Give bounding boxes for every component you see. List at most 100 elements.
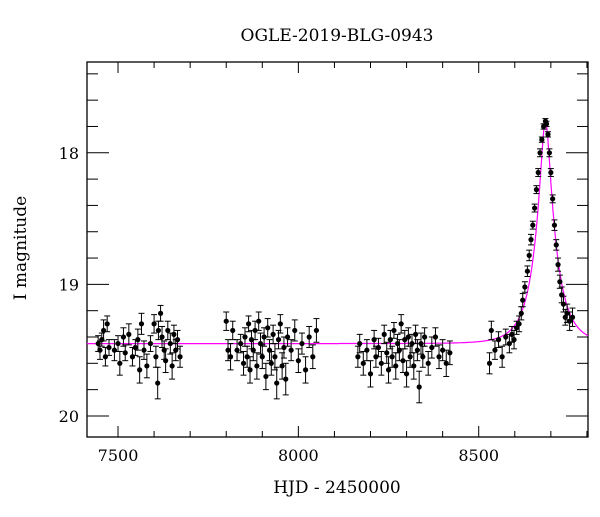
point-marker xyxy=(425,360,431,366)
data-point xyxy=(295,348,302,374)
y-tick-label: 19 xyxy=(59,275,79,294)
point-marker xyxy=(163,358,169,364)
point-marker xyxy=(414,347,420,353)
point-marker xyxy=(302,367,309,373)
data-point xyxy=(363,339,370,362)
data-point xyxy=(273,366,280,400)
data-point xyxy=(291,319,298,342)
data-point xyxy=(531,203,538,213)
y-tick-label: 18 xyxy=(59,144,79,163)
point-marker xyxy=(396,347,402,353)
point-marker xyxy=(569,314,576,320)
point-marker xyxy=(263,373,269,380)
data-point xyxy=(162,348,169,374)
point-marker xyxy=(545,131,551,137)
data-point xyxy=(255,311,262,331)
point-marker xyxy=(234,347,240,353)
point-marker xyxy=(375,344,382,351)
point-marker xyxy=(265,325,271,331)
point-marker xyxy=(250,347,256,353)
point-marker xyxy=(129,354,136,360)
point-marker xyxy=(520,297,526,303)
point-marker xyxy=(557,279,563,285)
data-point xyxy=(154,366,161,400)
data-point xyxy=(533,185,540,195)
point-marker xyxy=(288,347,294,353)
data-point xyxy=(279,352,286,380)
point-marker xyxy=(111,347,118,353)
plot-frame xyxy=(86,61,589,438)
data-point xyxy=(421,327,428,347)
data-point xyxy=(446,340,453,366)
data-point xyxy=(253,352,260,380)
point-marker xyxy=(411,363,417,369)
data-point xyxy=(378,350,385,376)
data-point xyxy=(403,360,410,388)
point-marker xyxy=(223,318,229,324)
data-point xyxy=(436,344,443,370)
data-point xyxy=(425,350,432,376)
point-marker xyxy=(240,360,247,366)
data-point xyxy=(136,356,143,384)
point-marker xyxy=(177,354,183,360)
point-marker xyxy=(284,334,291,340)
point-marker xyxy=(165,327,171,334)
point-marker xyxy=(394,340,401,347)
point-marker xyxy=(495,337,502,343)
data-point xyxy=(356,333,363,354)
data-point xyxy=(555,257,562,272)
data-point xyxy=(252,320,259,341)
point-marker xyxy=(283,376,289,382)
data-point xyxy=(152,345,159,368)
data-point xyxy=(129,347,136,367)
point-marker xyxy=(242,334,248,340)
point-marker xyxy=(511,337,517,343)
point-marker xyxy=(115,340,121,347)
point-marker xyxy=(102,354,108,360)
data-point xyxy=(414,339,421,362)
point-marker xyxy=(256,318,262,324)
data-point xyxy=(566,311,573,331)
point-marker xyxy=(252,327,258,334)
point-marker xyxy=(499,354,505,360)
point-marker xyxy=(153,354,159,360)
data-point xyxy=(268,350,275,376)
point-marker xyxy=(516,321,522,327)
data-point xyxy=(502,328,509,346)
data-point xyxy=(138,312,145,335)
x-axis-label: HJD - 2450000 xyxy=(273,478,401,498)
point-marker xyxy=(106,344,112,351)
point-marker xyxy=(141,347,147,353)
data-point xyxy=(385,356,392,384)
point-marker xyxy=(443,360,449,366)
point-marker xyxy=(277,321,283,327)
point-marker xyxy=(539,137,545,143)
point-marker xyxy=(535,169,541,176)
point-marker xyxy=(135,337,141,343)
point-marker xyxy=(432,334,439,340)
point-marker xyxy=(171,331,177,337)
data-point xyxy=(134,328,141,351)
point-marker xyxy=(132,344,138,351)
point-marker xyxy=(247,367,253,373)
data-point xyxy=(486,352,493,375)
point-marker xyxy=(270,331,276,337)
point-marker xyxy=(384,350,390,356)
point-marker xyxy=(400,358,406,364)
data-point xyxy=(271,343,278,371)
data-point xyxy=(488,320,495,341)
data-point xyxy=(223,311,230,331)
data-point xyxy=(116,350,123,376)
data-point xyxy=(264,318,271,338)
point-marker xyxy=(378,360,384,366)
data-point xyxy=(401,329,408,350)
point-marker xyxy=(389,354,395,360)
point-marker xyxy=(225,347,231,353)
data-point xyxy=(284,327,291,347)
point-marker xyxy=(259,354,265,360)
point-marker xyxy=(381,331,387,337)
data-point xyxy=(102,347,109,367)
x-tick-label: 8000 xyxy=(278,446,319,465)
data-point xyxy=(549,194,556,204)
point-marker xyxy=(391,327,397,334)
